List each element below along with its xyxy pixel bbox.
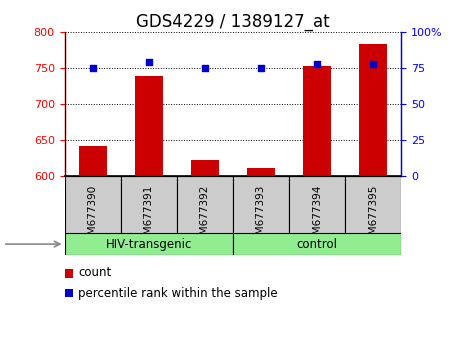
Bar — [191, 160, 219, 176]
Text: control: control — [296, 238, 337, 251]
Bar — [121, 176, 177, 233]
Bar — [303, 67, 331, 176]
Point — [369, 61, 377, 66]
Point — [201, 65, 208, 71]
Text: GSM677395: GSM677395 — [368, 184, 378, 248]
Bar — [65, 176, 121, 233]
Point — [313, 61, 321, 66]
Bar — [345, 176, 401, 233]
Text: GSM677392: GSM677392 — [200, 184, 210, 248]
Bar — [233, 176, 289, 233]
Text: HIV-transgenic: HIV-transgenic — [106, 238, 192, 251]
Text: GSM677391: GSM677391 — [144, 184, 154, 248]
Bar — [78, 146, 106, 176]
Text: percentile rank within the sample: percentile rank within the sample — [78, 287, 278, 300]
Text: GSM677390: GSM677390 — [88, 184, 98, 248]
Bar — [233, 233, 401, 255]
Text: GSM677393: GSM677393 — [256, 184, 266, 248]
Bar — [135, 76, 163, 176]
Bar — [177, 176, 233, 233]
Bar — [65, 233, 233, 255]
Bar — [289, 176, 345, 233]
Point — [257, 65, 265, 71]
Title: GDS4229 / 1389127_at: GDS4229 / 1389127_at — [136, 13, 330, 30]
Bar — [247, 168, 275, 176]
Point — [89, 65, 96, 71]
Text: count: count — [78, 266, 112, 279]
Text: GSM677394: GSM677394 — [312, 184, 322, 248]
Point — [145, 59, 152, 65]
Bar — [359, 44, 387, 176]
